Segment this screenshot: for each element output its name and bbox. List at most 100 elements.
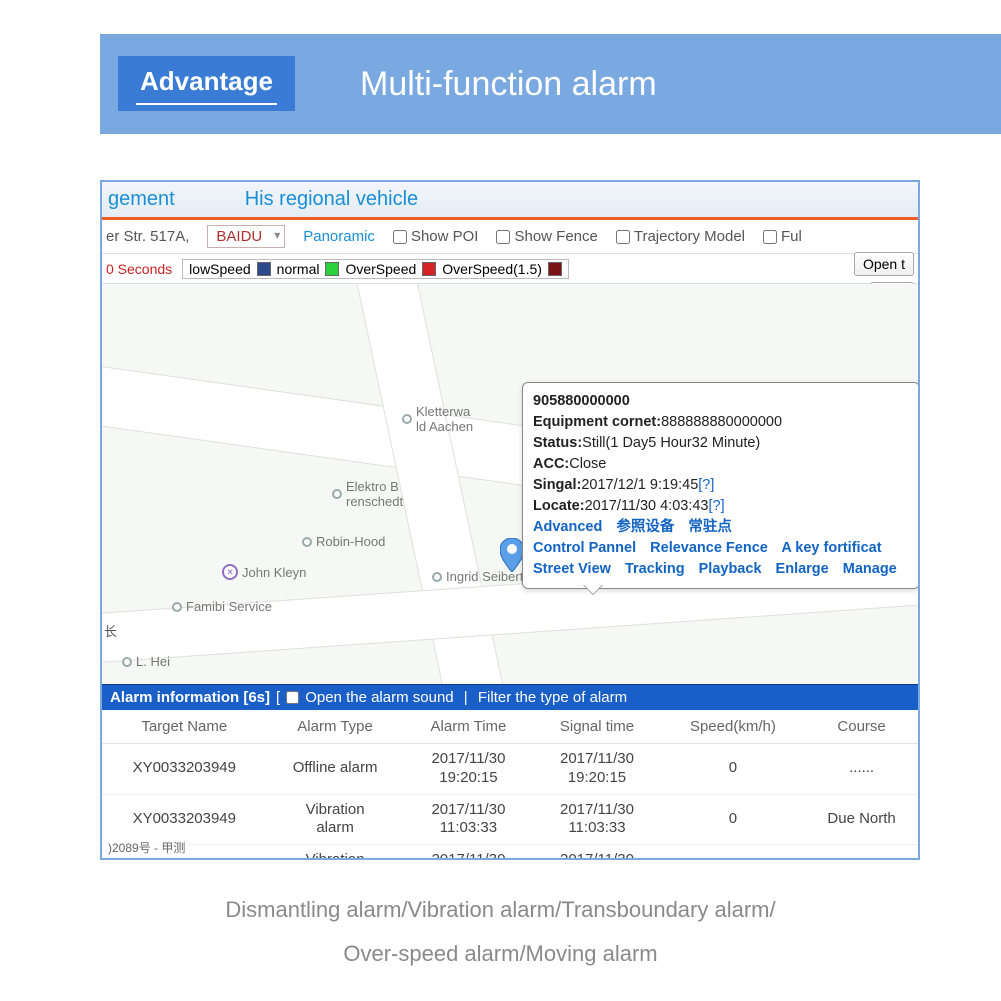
cell-stime: 2017/11/30 19:20:15 xyxy=(533,744,660,795)
panoramic-link[interactable]: Panoramic xyxy=(303,228,375,245)
poi-dot-icon xyxy=(332,489,342,499)
col-course: Course xyxy=(805,710,918,744)
cell-stime: 2017/11/30 10:43:35 xyxy=(533,845,660,861)
map-canvas[interactable]: Kletterwa ld Aachen Elektro B renschedt … xyxy=(102,284,918,684)
advantage-badge: Advantage xyxy=(118,56,295,111)
header-banner: Multi-function alarm Advantage xyxy=(100,34,1001,134)
legend-normal-swatch xyxy=(325,262,339,276)
link-control-panel[interactable]: Control Pannel xyxy=(533,540,636,556)
tab-regional-vehicle[interactable]: His regional vehicle xyxy=(245,188,418,211)
cell-speed: 0 xyxy=(661,794,806,845)
link-fortification[interactable]: A key fortificat xyxy=(781,540,881,556)
popup-acc-label: ACC: xyxy=(533,456,569,472)
link-street-view[interactable]: Street View xyxy=(533,561,611,577)
col-signal-time: Signal time xyxy=(533,710,660,744)
cell-name: XY0033203949 xyxy=(102,744,267,795)
legend-lowspeed-label: lowSpeed xyxy=(189,261,251,277)
tab-bar: gement His regional vehicle xyxy=(102,182,918,220)
alarm-sound-label: Open the alarm sound xyxy=(305,689,453,706)
map-credit-cn1: 长 xyxy=(104,621,117,640)
poi-purple-icon: ✕ xyxy=(222,564,238,580)
cell-course: ...... xyxy=(805,845,918,861)
poi-dot-icon xyxy=(122,657,132,667)
cell-atime: 2017/11/30 11:03:33 xyxy=(404,794,534,845)
popup-tail-icon xyxy=(583,584,603,604)
link-tracking[interactable]: Tracking xyxy=(625,561,685,577)
popup-links-row-1: Advanced 参照设备 常驻点 xyxy=(533,517,909,538)
popup-links-row-3: Street View Tracking Playback Enlarge Ma… xyxy=(533,559,909,580)
popup-acc-value: Close xyxy=(569,456,606,472)
link-manage[interactable]: Manage xyxy=(843,561,897,577)
show-poi-checkbox[interactable]: Show POI xyxy=(393,228,479,245)
link-advanced[interactable]: Advanced xyxy=(533,519,602,535)
cell-stime: 2017/11/30 11:03:33 xyxy=(533,794,660,845)
cell-type: Vibration alarm xyxy=(267,845,404,861)
poi-famibi: Famibi Service xyxy=(172,599,272,614)
toolbar-row-2: 0 Seconds lowSpeed normal OverSpeed Over… xyxy=(102,254,918,284)
map-provider-select[interactable]: BAIDU xyxy=(207,225,285,248)
legend-overspeed15-label: OverSpeed(1.5) xyxy=(442,261,542,277)
popup-locate-help[interactable]: [?] xyxy=(708,498,724,514)
caption-line-2: Over-speed alarm/Moving alarm xyxy=(0,932,1001,976)
legend-overspeed-label: OverSpeed xyxy=(345,261,416,277)
popup-equip-value: 888888880000000 xyxy=(661,414,782,430)
popup-locate-value: 2017/11/30 4:03:43 xyxy=(585,498,709,514)
map-pin-icon[interactable] xyxy=(500,538,524,572)
poi-kletterwa: Kletterwa ld Aachen xyxy=(402,404,473,434)
poi-dot-icon xyxy=(302,537,312,547)
map-credit-cn2: )2089号 - 甲测 xyxy=(104,839,189,856)
caption-line-1: Dismantling alarm/Vibration alarm/Transb… xyxy=(0,888,1001,932)
popup-signal-label: Singal: xyxy=(533,477,581,493)
alarm-table: Target Name Alarm Type Alarm Time Signal… xyxy=(102,710,918,860)
poi-dot-icon xyxy=(402,414,412,424)
poi-elektro: Elektro B renschedt xyxy=(332,479,403,509)
full-checkbox-cut[interactable]: Ful xyxy=(763,228,802,245)
table-row[interactable]: XY0033203949Vibration alarm2017/11/30 10… xyxy=(102,845,918,861)
toolbar-row-1: er Str. 517A, BAIDU Panoramic Show POI S… xyxy=(102,220,918,254)
link-resident[interactable]: 常驻点 xyxy=(688,519,732,535)
table-row[interactable]: XY0033203949Vibration alarm2017/11/30 11… xyxy=(102,794,918,845)
alarm-title: Alarm information [6s] xyxy=(110,689,270,706)
app-screenshot: gement His regional vehicle er Str. 517A… xyxy=(100,180,920,860)
trajectory-model-checkbox[interactable]: Trajectory Model xyxy=(616,228,745,245)
col-alarm-type: Alarm Type xyxy=(267,710,404,744)
link-playback[interactable]: Playback xyxy=(699,561,762,577)
col-alarm-time: Alarm Time xyxy=(404,710,534,744)
popup-status-value: Still(1 Day5 Hour32 Minute) xyxy=(582,435,760,451)
show-fence-checkbox[interactable]: Show Fence xyxy=(496,228,597,245)
alarm-sound-checkbox[interactable] xyxy=(286,691,299,704)
legend-lowspeed-swatch xyxy=(257,262,271,276)
open-button-cut[interactable]: Open t xyxy=(854,252,914,276)
banner-title: Multi-function alarm xyxy=(360,65,657,104)
link-relevance-fence[interactable]: Relevance Fence xyxy=(650,540,768,556)
address-cut: er Str. 517A, xyxy=(106,228,189,245)
alarm-filter-link[interactable]: Filter the type of alarm xyxy=(478,689,627,706)
poi-lhei: L. Hei xyxy=(122,654,170,669)
poi-robin: Robin-Hood xyxy=(302,534,385,549)
popup-signal-value: 2017/12/1 9:19:45 xyxy=(581,477,698,493)
popup-links-row-2: Control Pannel Relevance Fence A key for… xyxy=(533,538,909,559)
cell-atime: 2017/11/30 10:43:10 xyxy=(404,845,534,861)
link-enlarge[interactable]: Enlarge xyxy=(776,561,829,577)
poi-john: ✕John Kleyn xyxy=(222,564,306,580)
col-speed: Speed(km/h) xyxy=(661,710,806,744)
popup-status-label: Status: xyxy=(533,435,582,451)
link-ref-device[interactable]: 参照设备 xyxy=(616,519,674,535)
poi-dot-icon xyxy=(172,602,182,612)
cell-type: Offline alarm xyxy=(267,744,404,795)
legend-overspeed15-swatch xyxy=(548,262,562,276)
table-row[interactable]: XY0033203949Offline alarm2017/11/30 19:2… xyxy=(102,744,918,795)
legend-overspeed-swatch xyxy=(422,262,436,276)
popup-signal-help[interactable]: [?] xyxy=(698,477,714,493)
feature-caption: Dismantling alarm/Vibration alarm/Transb… xyxy=(0,888,1001,976)
speed-legend: lowSpeed normal OverSpeed OverSpeed(1.5) xyxy=(182,259,569,279)
cell-name: XY0033203949 xyxy=(102,794,267,845)
cell-atime: 2017/11/30 19:20:15 xyxy=(404,744,534,795)
popup-equip-label: Equipment cornet: xyxy=(533,414,661,430)
cell-speed: 0 xyxy=(661,744,806,795)
tab-management-cut[interactable]: gement xyxy=(108,188,175,211)
cell-course: ...... xyxy=(805,744,918,795)
popup-device-id: 905880000000 xyxy=(533,393,630,409)
refresh-seconds: 0 Seconds xyxy=(106,261,172,277)
alarm-panel-header: Alarm information [6s] [ Open the alarm … xyxy=(102,684,918,710)
